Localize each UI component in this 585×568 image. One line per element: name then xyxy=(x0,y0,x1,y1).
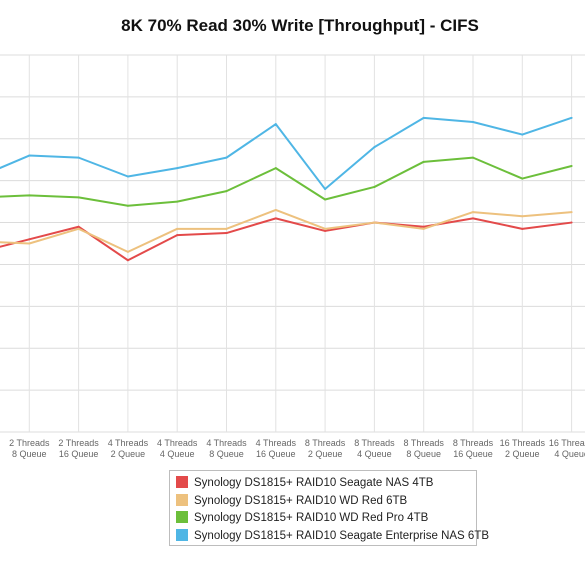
chart-title: 8K 70% Read 30% Write [Throughput] - CIF… xyxy=(121,16,479,35)
data-point xyxy=(176,167,179,170)
data-point xyxy=(77,156,80,159)
legend-label: Synology DS1815+ RAID10 Seagate NAS 4TB xyxy=(194,477,434,489)
data-point xyxy=(225,156,228,159)
x-tick-label: 16 Threads xyxy=(549,438,585,448)
x-tick-label: 2 Queue xyxy=(111,449,146,459)
data-point xyxy=(570,116,573,119)
x-tick-label: 16 Queue xyxy=(256,449,296,459)
data-point xyxy=(274,217,277,220)
horizontal-gridlines xyxy=(0,54,585,433)
data-point xyxy=(472,121,474,124)
x-tick-label: 4 Queue xyxy=(160,449,195,459)
x-tick-label: 4 Queue xyxy=(357,449,392,459)
data-point xyxy=(126,250,129,253)
data-point xyxy=(570,221,573,224)
data-point xyxy=(472,211,474,214)
x-tick-label: 2 Queue xyxy=(308,449,343,459)
legend-label: Synology DS1815+ RAID10 WD Red 6TB xyxy=(194,494,408,507)
data-point xyxy=(274,123,277,126)
x-tick-label: 16 Threads xyxy=(500,438,546,448)
data-point xyxy=(422,160,425,163)
vertical-gridlines xyxy=(28,55,573,432)
data-point xyxy=(274,167,277,170)
x-tick-label: 4 Threads xyxy=(108,438,149,448)
data-point xyxy=(126,259,129,262)
data-point xyxy=(521,133,524,136)
data-point xyxy=(28,242,31,245)
data-point xyxy=(28,238,31,241)
x-tick-label: 8 Threads xyxy=(453,438,494,448)
legend-swatch xyxy=(176,528,188,541)
x-tick-label: 2 Threads xyxy=(9,438,50,448)
series-line xyxy=(0,156,572,207)
data-point xyxy=(274,208,277,211)
legend-swatch xyxy=(176,476,188,488)
data-point xyxy=(422,225,425,228)
data-point xyxy=(225,190,228,193)
data-point xyxy=(324,188,327,191)
legend-swatch xyxy=(176,511,188,523)
data-point xyxy=(225,227,228,230)
x-tick-label: 4 Queue xyxy=(554,449,585,459)
data-point xyxy=(225,232,228,235)
data-point xyxy=(176,234,179,237)
data-point xyxy=(28,194,31,197)
data-point xyxy=(570,211,573,214)
x-tick-label: 16 Queue xyxy=(453,449,493,459)
x-tick-label: 8 Threads xyxy=(305,438,346,448)
data-point xyxy=(373,146,376,149)
legend-swatch xyxy=(176,493,188,506)
legend: Synology DS1815+ RAID10 Seagate NAS 4TB S… xyxy=(169,470,489,546)
series-lines xyxy=(0,116,573,262)
x-tick-label: 2 Threads xyxy=(58,438,99,448)
x-tick-label: 8 Queue xyxy=(12,449,47,459)
data-point xyxy=(77,196,80,199)
legend-item: Synology DS1815+ RAID10 WD Red Pro 4TB xyxy=(176,510,476,528)
x-tick-label: 2 Queue xyxy=(505,449,540,459)
legend-item: Synology DS1815+ RAID10 WD Red 6TB xyxy=(176,493,476,511)
x-tick-label: 4 Threads xyxy=(206,438,247,448)
data-point xyxy=(521,215,524,218)
data-point xyxy=(324,229,327,232)
x-tick-label: 8 Threads xyxy=(404,438,445,448)
data-point xyxy=(126,175,129,178)
data-point xyxy=(472,217,474,220)
data-point xyxy=(472,156,474,159)
data-point xyxy=(373,185,376,188)
x-tick-label: 8 Queue xyxy=(406,449,441,459)
data-point xyxy=(176,227,179,230)
x-tick-label: 8 Threads xyxy=(354,438,395,448)
data-point xyxy=(373,221,376,224)
data-point xyxy=(126,204,129,207)
data-point xyxy=(77,225,80,228)
legend-label: Synology DS1815+ RAID10 WD Red Pro 4TB xyxy=(194,512,429,524)
legend-label: Synology DS1815+ RAID10 Seagate Enterpri… xyxy=(194,529,490,542)
series-line xyxy=(0,217,572,262)
data-point xyxy=(422,116,425,119)
series-line xyxy=(0,116,572,191)
x-tick-label: 4 Threads xyxy=(157,438,198,448)
x-tick-label: 1 Threads xyxy=(0,438,1,448)
legend-item: Synology DS1815+ RAID10 Seagate NAS 4TB xyxy=(176,475,476,493)
data-point xyxy=(521,177,524,180)
data-point xyxy=(570,165,573,168)
data-point xyxy=(324,227,327,230)
data-point xyxy=(176,200,179,203)
data-point xyxy=(77,227,80,230)
data-point xyxy=(422,227,425,230)
legend-item: Synology DS1815+ RAID10 Seagate Enterpri… xyxy=(176,528,489,546)
data-point xyxy=(324,198,327,201)
x-tick-label: 16 Queue xyxy=(59,449,99,459)
x-tick-label: 8 Queue xyxy=(209,449,244,459)
x-tick-label: 4 Threads xyxy=(256,438,297,448)
data-point xyxy=(521,227,524,230)
data-point xyxy=(28,154,31,157)
